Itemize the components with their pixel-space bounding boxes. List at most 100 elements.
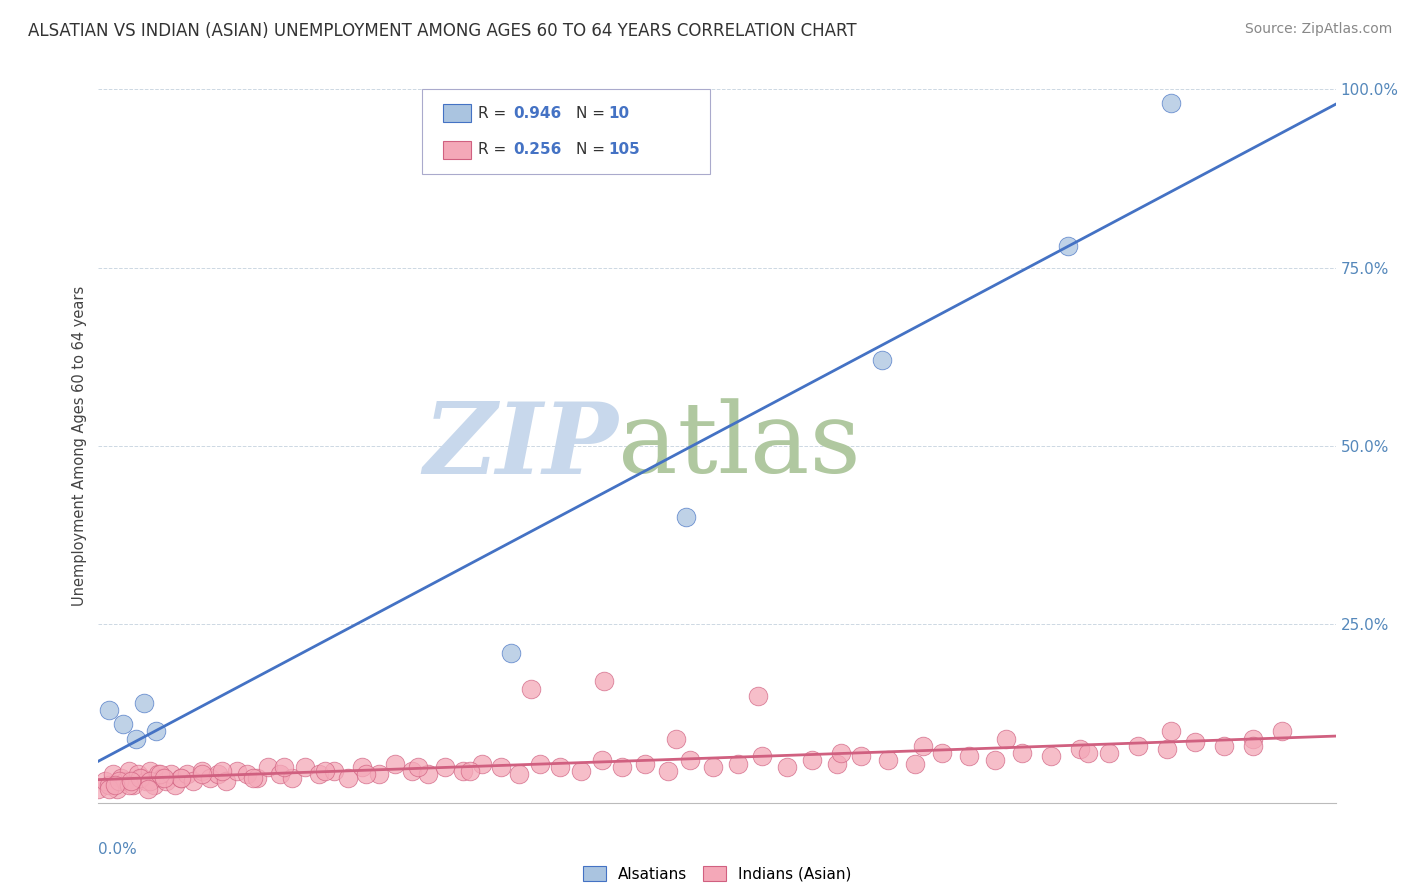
Text: ZIP: ZIP [423,398,619,494]
Point [776,760,799,774]
Point [1160,96,1182,111]
Text: Source: ZipAtlas.com: Source: ZipAtlas.com [1244,22,1392,37]
Point [108,774,131,789]
Point [139,774,162,789]
Point [591,753,613,767]
Point [181,774,204,789]
Text: 105: 105 [609,143,641,157]
Point [150,771,173,785]
Point [471,756,494,771]
Point [207,767,229,781]
Point [246,771,269,785]
Point [149,767,172,781]
Point [159,767,181,781]
Point [97,781,120,796]
Point [139,764,162,778]
Point [124,731,146,746]
Point [256,760,278,774]
Point [211,764,233,778]
Point [225,764,247,778]
Text: R =: R = [478,106,512,120]
Legend: Alsatians, Indians (Asian): Alsatians, Indians (Asian) [576,860,858,888]
Text: N =: N = [576,143,610,157]
Y-axis label: Unemployment Among Ages 60 to 64 years: Unemployment Among Ages 60 to 64 years [72,285,87,607]
Point [727,756,749,771]
Point [215,774,238,789]
Point [800,753,823,767]
Point [453,764,475,778]
Point [322,764,344,778]
Point [1056,239,1078,253]
Point [1160,724,1182,739]
Point [851,749,873,764]
Point [163,778,186,792]
Point [110,771,132,785]
Point [1184,735,1206,749]
Point [904,756,927,771]
Point [367,767,389,781]
Text: N =: N = [576,106,610,120]
Point [994,731,1017,746]
Point [679,753,702,767]
Point [356,767,378,781]
Point [1241,739,1264,753]
Point [143,778,166,792]
Point [825,756,848,771]
Point [1040,749,1063,764]
Point [957,749,980,764]
Point [406,760,429,774]
Point [170,771,193,785]
Point [97,778,120,792]
Point [294,760,316,774]
Point [170,771,193,785]
Text: 0.946: 0.946 [513,106,561,120]
Point [122,778,145,792]
Text: R =: R = [478,143,512,157]
Point [101,767,124,781]
Point [1271,724,1294,739]
Point [520,681,543,696]
Text: ALSATIAN VS INDIAN (ASIAN) UNEMPLOYMENT AMONG AGES 60 TO 64 YEARS CORRELATION CH: ALSATIAN VS INDIAN (ASIAN) UNEMPLOYMENT … [28,22,856,40]
Point [308,767,330,781]
Point [93,774,115,789]
Point [118,778,141,792]
Point [870,353,893,368]
Point [127,767,149,781]
Point [131,771,153,785]
Point [877,753,900,767]
Point [1011,746,1033,760]
Point [136,781,159,796]
Point [281,771,304,785]
Point [314,764,336,778]
Point [489,760,512,774]
Point [132,696,155,710]
Point [1077,746,1099,760]
Point [401,764,423,778]
Point [1213,739,1236,753]
Point [148,767,170,781]
Point [190,764,212,778]
Point [418,767,440,781]
Point [634,756,657,771]
Point [114,774,136,789]
Text: 0.0%: 0.0% [98,842,138,857]
Text: atlas: atlas [619,398,860,494]
Point [112,717,135,731]
Point [336,771,359,785]
Point [1069,742,1091,756]
Point [198,771,221,785]
Point [702,760,724,774]
Point [931,746,953,760]
Point [830,746,852,760]
Point [1241,731,1264,746]
Point [155,774,177,789]
Point [458,764,481,778]
Point [176,767,198,781]
Point [508,767,530,781]
Point [153,771,176,785]
Point [529,756,551,771]
Text: 10: 10 [609,106,630,120]
Point [550,760,572,774]
Point [612,760,634,774]
Point [1098,746,1121,760]
